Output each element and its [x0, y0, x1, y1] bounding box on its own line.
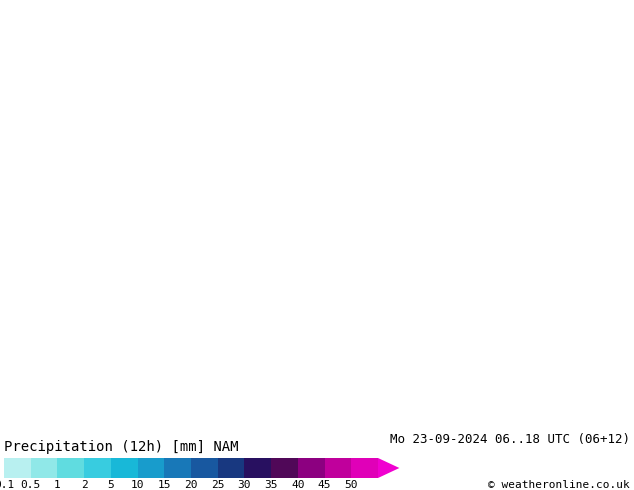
Text: 10: 10: [131, 480, 145, 490]
Bar: [58, 458, 84, 478]
Bar: [191, 458, 217, 478]
Bar: [271, 458, 298, 478]
Text: 15: 15: [157, 480, 171, 490]
Polygon shape: [378, 458, 399, 478]
Bar: [351, 458, 378, 478]
Bar: [217, 458, 245, 478]
Bar: [325, 458, 351, 478]
Text: Mo 23-09-2024 06..18 UTC (06+12): Mo 23-09-2024 06..18 UTC (06+12): [390, 433, 630, 446]
Bar: [4, 458, 30, 478]
Text: 30: 30: [238, 480, 251, 490]
Text: 0.1: 0.1: [0, 480, 14, 490]
Text: 25: 25: [211, 480, 224, 490]
Text: 20: 20: [184, 480, 198, 490]
Bar: [111, 458, 138, 478]
Text: 5: 5: [108, 480, 114, 490]
Text: 0.5: 0.5: [20, 480, 41, 490]
Bar: [298, 458, 325, 478]
Bar: [138, 458, 164, 478]
Text: 50: 50: [344, 480, 358, 490]
Bar: [30, 458, 58, 478]
Text: 1: 1: [54, 480, 61, 490]
Text: 2: 2: [81, 480, 87, 490]
Bar: [245, 458, 271, 478]
Text: 40: 40: [291, 480, 304, 490]
Text: © weatheronline.co.uk: © weatheronline.co.uk: [488, 480, 630, 490]
Bar: [84, 458, 111, 478]
Text: 45: 45: [318, 480, 332, 490]
Text: Precipitation (12h) [mm] NAM: Precipitation (12h) [mm] NAM: [4, 440, 238, 454]
Text: 35: 35: [264, 480, 278, 490]
Bar: [164, 458, 191, 478]
